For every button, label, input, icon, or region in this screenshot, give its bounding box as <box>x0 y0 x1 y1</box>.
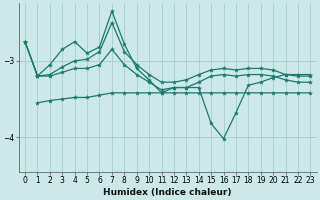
X-axis label: Humidex (Indice chaleur): Humidex (Indice chaleur) <box>103 188 232 197</box>
